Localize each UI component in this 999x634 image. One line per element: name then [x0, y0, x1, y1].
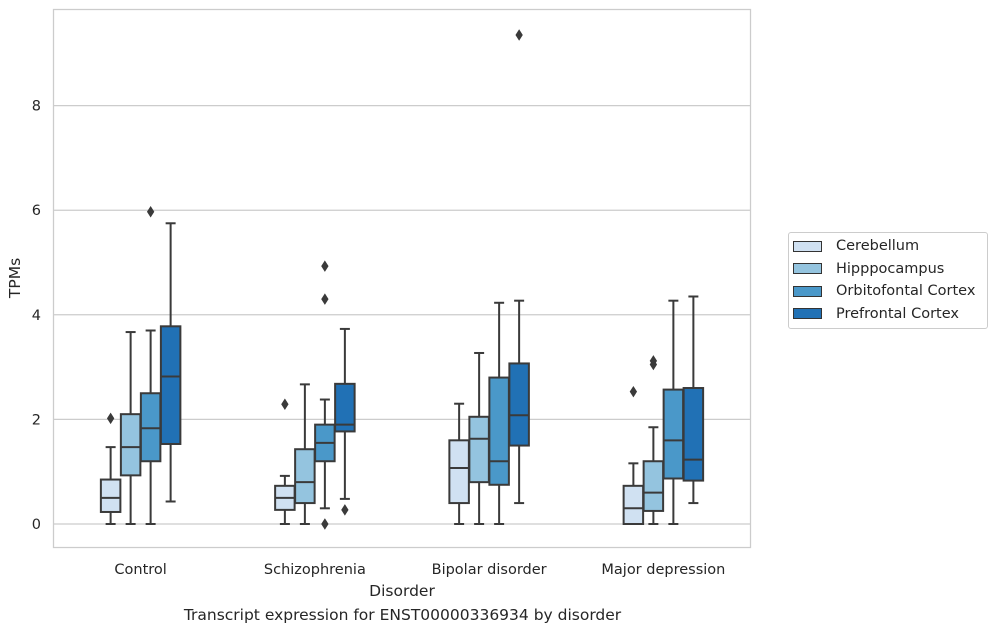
x-tick-label-bipolar-disorder: Bipolar disorder	[432, 562, 547, 578]
x-tick-label-major-depression: Major depression	[601, 562, 725, 578]
legend-label-cerebellum: Cerebellum	[836, 238, 920, 255]
box-2-3	[662, 299, 685, 525]
y-tick-label-0: 0	[32, 517, 41, 533]
box-body	[99, 478, 122, 513]
legend-item-cerebellum: Cerebellum	[789, 235, 987, 258]
y-tick-label-2: 2	[32, 412, 41, 428]
y-tick-label-8: 8	[32, 99, 41, 115]
box-0-3	[622, 385, 645, 526]
box-0-1	[274, 398, 296, 525]
box-body	[682, 387, 705, 482]
box-body	[468, 415, 490, 484]
legend-item-hippocampus: Hipppocampus	[789, 258, 987, 281]
boxes	[99, 29, 705, 530]
box-1-0	[119, 331, 142, 525]
y-tick-label-6: 6	[32, 203, 41, 219]
box-body	[642, 460, 665, 512]
legend-item-prefrontal-cortex: Prefrontal Cortex	[789, 303, 987, 326]
legend-label-orbitofrontal-cortex: Orbitofontal Cortex	[836, 283, 976, 300]
box-2-2	[488, 301, 510, 525]
box-1-1	[294, 383, 316, 525]
outlier-point	[321, 260, 329, 272]
box-0-0	[99, 412, 122, 525]
legend-label-prefrontal-cortex: Prefrontal Cortex	[836, 305, 959, 322]
box-body	[159, 325, 182, 445]
legend-swatch-orbitofrontal-cortex	[793, 285, 822, 297]
plot-frame	[52, 8, 752, 549]
outlier-point	[649, 355, 658, 367]
box-body	[622, 484, 645, 526]
box-body	[139, 392, 162, 463]
box-3-2	[508, 29, 530, 505]
box-body	[294, 448, 316, 505]
legend: Cerebellum Hipppocampus Orbitofontal Cor…	[788, 232, 988, 329]
outlier-point	[629, 385, 638, 398]
legend-swatch-prefrontal-cortex	[793, 308, 822, 320]
x-axis-label: Disorder	[369, 582, 435, 600]
outlier-point	[281, 398, 289, 410]
tick-labels: 0 2 4 6 8 Control Schizophrenia Bipolar disorde…	[32, 99, 726, 578]
box-1-3	[642, 355, 665, 525]
chart-caption: Transcript expression for ENST0000033693…	[183, 606, 622, 624]
box-body	[119, 413, 142, 477]
legend-label-hippocampus: Hipppocampus	[836, 260, 945, 277]
box-body	[448, 439, 470, 505]
x-tick-label-control: Control	[114, 562, 166, 578]
y-tick-label-4: 4	[32, 308, 41, 324]
outlier-point	[321, 518, 329, 530]
box-body	[508, 362, 530, 447]
box-body	[488, 376, 510, 486]
outlier-point	[321, 293, 329, 305]
outlier-point	[146, 206, 155, 218]
legend-item-orbitofrontal-cortex: Orbitofontal Cortex	[789, 280, 987, 303]
box-3-3	[682, 295, 705, 505]
box-3-0	[159, 222, 182, 503]
box-1-2	[468, 351, 490, 525]
x-tick-label-schizophrenia: Schizophrenia	[264, 562, 366, 578]
legend-swatch-cerebellum	[793, 240, 822, 252]
outlier-point	[106, 412, 115, 425]
box-body	[662, 388, 685, 480]
box-2-1	[314, 260, 336, 530]
box-body	[334, 382, 356, 433]
outlier-point	[515, 29, 523, 41]
y-axis-label: TPMs	[6, 258, 24, 299]
box-2-0	[139, 206, 162, 525]
box-3-1	[334, 327, 356, 516]
box-0-2	[448, 402, 470, 525]
outlier-point	[341, 504, 349, 516]
legend-swatch-hippocampus	[793, 263, 822, 275]
